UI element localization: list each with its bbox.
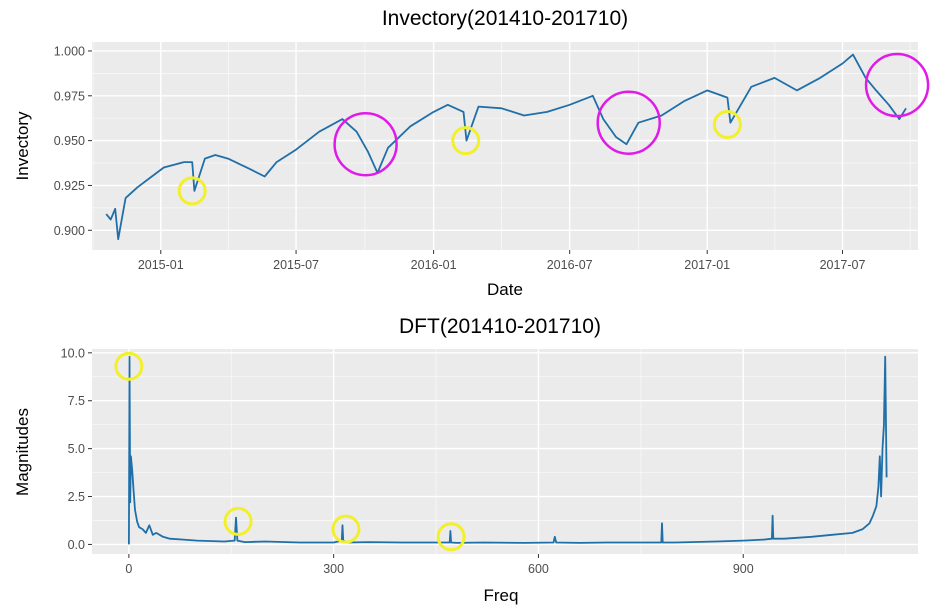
invectory-y-tick-label: 1.000 bbox=[54, 44, 85, 58]
dft-plot-panel bbox=[92, 349, 918, 554]
invectory-x-tick-label: 2015-01 bbox=[138, 258, 184, 272]
dft-x-tick-label: 600 bbox=[528, 562, 549, 576]
magenta-highlight-circle bbox=[864, 52, 930, 118]
dft-x-tick-label: 900 bbox=[733, 562, 754, 576]
yellow-highlight-circle bbox=[451, 126, 481, 156]
dft-y-tick-label: 7.5 bbox=[68, 394, 85, 408]
invectory-y-axis-title: Invectory bbox=[13, 111, 32, 180]
invectory-x-ticks: 2015-01 2015-07 2016-01 2016-07 2017-01 2017-… bbox=[138, 250, 866, 272]
yellow-highlight-circle bbox=[436, 522, 466, 552]
yellow-highlight-circle bbox=[177, 176, 207, 206]
yellow-highlight-circle bbox=[114, 351, 144, 381]
invectory-plot-panel bbox=[92, 42, 918, 250]
dft-x-axis-title: Freq bbox=[484, 586, 519, 605]
yellow-highlight-circle bbox=[712, 109, 742, 139]
invectory-annotations bbox=[177, 52, 930, 206]
invectory-y-tick-label: 0.950 bbox=[54, 134, 85, 148]
magenta-highlight-circle bbox=[333, 111, 398, 177]
dft-chart: DFT(201410-201710) 0 300 600 900 0.0 2.5 5.0 7… bbox=[13, 315, 918, 605]
invectory-x-tick-label: 2017-07 bbox=[820, 258, 866, 272]
dft-series-line bbox=[128, 355, 888, 545]
invectory-x-tick-label: 2016-07 bbox=[547, 258, 593, 272]
dft-x-tick-label: 0 bbox=[125, 562, 132, 576]
invectory-x-axis-title: Date bbox=[487, 280, 523, 299]
invectory-y-tick-label: 0.975 bbox=[54, 89, 85, 103]
yellow-highlight-circle bbox=[223, 506, 253, 536]
dft-x-tick-label: 300 bbox=[323, 562, 344, 576]
invectory-y-tick-label: 0.925 bbox=[54, 179, 85, 193]
dft-y-axis-title: Magnitudes bbox=[13, 408, 32, 496]
dft-annotations bbox=[114, 351, 466, 552]
invectory-chart-title: Invectory(201410-201710) bbox=[382, 7, 628, 30]
invectory-chart: Invectory(201410-201710) 2015-01 2015-07 2… bbox=[13, 7, 930, 299]
dft-x-ticks: 0 300 600 900 bbox=[125, 554, 754, 576]
invectory-x-tick-label: 2016-01 bbox=[411, 258, 457, 272]
dft-y-tick-label: 5.0 bbox=[68, 442, 85, 456]
yellow-highlight-circle bbox=[331, 514, 361, 544]
dft-grid bbox=[92, 349, 918, 554]
dft-y-tick-label: 2.5 bbox=[68, 490, 85, 504]
invectory-x-tick-label: 2017-01 bbox=[684, 258, 730, 272]
invectory-grid bbox=[92, 42, 918, 250]
dft-chart-title: DFT(201410-201710) bbox=[399, 315, 601, 338]
dft-y-tick-label: 10.0 bbox=[61, 346, 85, 360]
invectory-series-line bbox=[105, 53, 907, 241]
invectory-x-tick-label: 2015-07 bbox=[273, 258, 319, 272]
dft-y-ticks: 0.0 2.5 5.0 7.5 10.0 bbox=[61, 346, 92, 552]
invectory-y-tick-label: 0.900 bbox=[54, 224, 85, 238]
dft-y-tick-label: 0.0 bbox=[68, 538, 85, 552]
invectory-y-ticks: 0.900 0.925 0.950 0.975 1.000 bbox=[54, 44, 92, 238]
magenta-highlight-circle bbox=[596, 90, 661, 155]
